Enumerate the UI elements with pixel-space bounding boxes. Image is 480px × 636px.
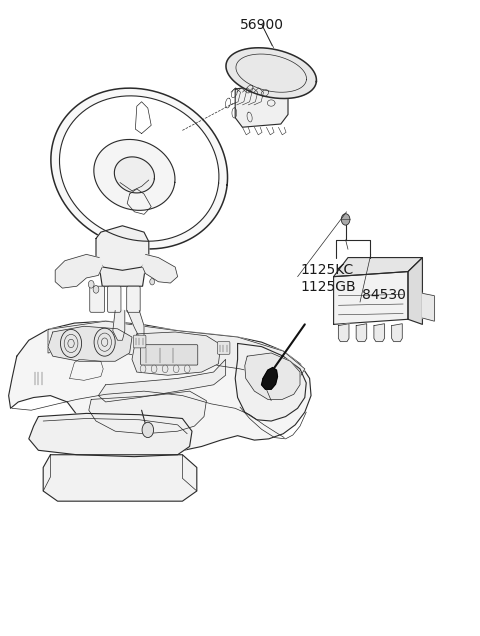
Circle shape [93,286,99,293]
Circle shape [162,365,168,373]
Text: 84530: 84530 [362,288,406,302]
Polygon shape [89,391,206,434]
Polygon shape [43,455,197,501]
Polygon shape [99,267,145,286]
Polygon shape [408,258,422,324]
FancyBboxPatch shape [90,286,105,312]
Polygon shape [94,139,175,211]
Circle shape [341,214,350,225]
Polygon shape [338,324,349,342]
FancyBboxPatch shape [127,286,140,312]
Circle shape [150,279,155,285]
Polygon shape [51,88,228,249]
Circle shape [142,422,154,438]
Polygon shape [245,353,300,399]
FancyBboxPatch shape [141,345,198,365]
Polygon shape [235,343,306,421]
Polygon shape [48,321,305,385]
Polygon shape [55,254,102,288]
Circle shape [88,280,94,288]
Polygon shape [143,254,178,283]
Polygon shape [127,310,144,337]
Polygon shape [334,258,422,277]
Text: 56900: 56900 [240,18,284,32]
Polygon shape [235,83,288,127]
Polygon shape [374,324,384,342]
Polygon shape [48,326,132,361]
Circle shape [184,365,190,373]
Circle shape [151,365,157,373]
Polygon shape [226,48,316,99]
Polygon shape [132,332,221,375]
Polygon shape [334,272,408,324]
Polygon shape [262,368,277,389]
Circle shape [140,365,146,373]
Polygon shape [96,226,149,270]
Polygon shape [114,157,155,193]
Polygon shape [9,321,311,453]
Polygon shape [113,310,125,340]
Polygon shape [356,324,367,342]
Polygon shape [29,413,192,457]
Polygon shape [422,293,434,321]
Polygon shape [392,324,402,342]
Polygon shape [98,359,226,402]
Text: 1125GB: 1125GB [300,280,356,294]
FancyBboxPatch shape [108,286,121,312]
FancyBboxPatch shape [133,335,146,348]
Text: 1125KC: 1125KC [300,263,353,277]
Polygon shape [60,96,219,241]
FancyBboxPatch shape [217,342,230,354]
Circle shape [173,365,179,373]
